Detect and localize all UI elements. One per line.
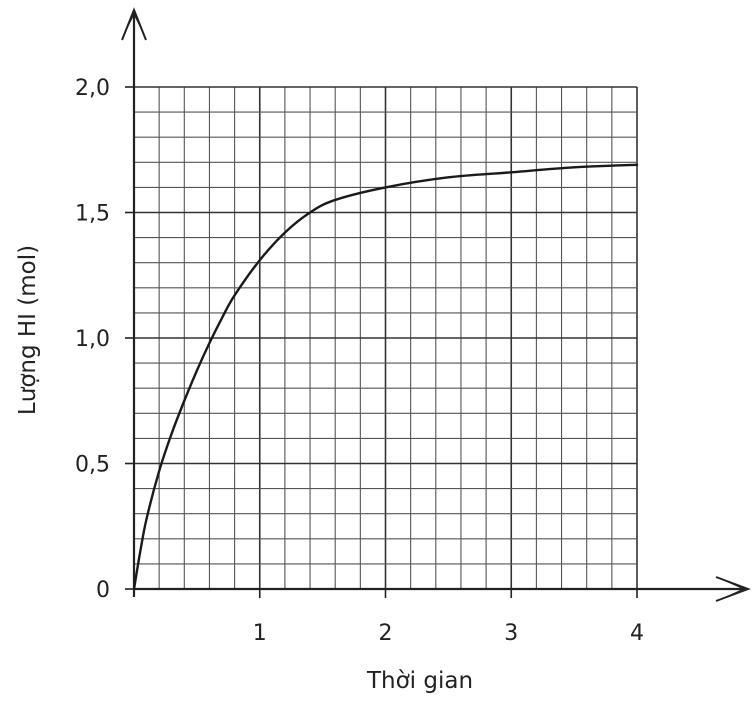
axes [121, 7, 751, 602]
x-tick-label: 4 [630, 621, 644, 646]
y-tick-label: 0 [96, 578, 110, 603]
y-tick-label: 1,5 [75, 202, 110, 227]
x-tick-label: 1 [253, 621, 267, 646]
x-axis-arrow-inner [725, 580, 746, 598]
series-layer [132, 163, 639, 591]
y-axis-title: Lượng HI (mol) [15, 245, 41, 415]
x-tick-label: 3 [504, 621, 518, 646]
x-axis-title: Thời gian [366, 668, 473, 694]
y-tick-label: 2,0 [75, 76, 110, 101]
y-tick-label: 0,5 [75, 453, 110, 478]
y-tick-label: 1,0 [75, 327, 110, 352]
x-tick-label: 2 [379, 621, 393, 646]
series-line [132, 163, 639, 591]
tick-labels: 1 2 3 4 0 0,5 1,0 1,5 2,0 [75, 76, 644, 646]
y-axis-arrow-inner [125, 12, 143, 31]
grid [133, 86, 638, 590]
